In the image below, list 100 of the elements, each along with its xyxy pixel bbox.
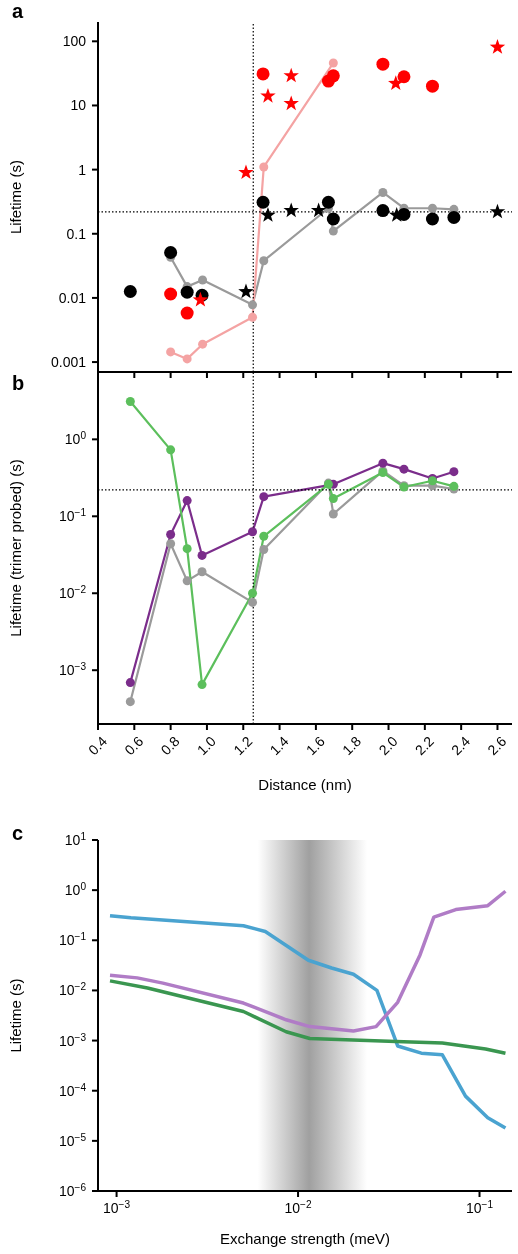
y-tick-label: 10$^{−3}$ <box>58 660 87 679</box>
point <box>238 283 254 299</box>
point <box>328 58 338 68</box>
y-tick-label: 10$^{0}$ <box>64 429 87 448</box>
y-axis-title: Lifetime (s) <box>7 159 25 235</box>
point <box>397 70 411 84</box>
y-tick-label: 0.1 <box>66 225 87 242</box>
chart-title: a <box>12 0 24 22</box>
point <box>182 496 192 506</box>
x-tick-label: 1.8 <box>339 733 365 759</box>
point <box>238 164 254 180</box>
point <box>164 287 178 301</box>
point <box>328 509 338 519</box>
point <box>125 697 135 707</box>
y-axis-title: Lifetime (s) <box>7 978 25 1053</box>
point <box>248 597 258 607</box>
x-tick-label: 10$^{−2}$ <box>284 1198 312 1216</box>
point <box>182 544 192 554</box>
point <box>260 207 276 222</box>
point <box>248 312 258 322</box>
point <box>180 306 194 320</box>
point <box>283 95 299 111</box>
y-tick-label: 10$^{−6}$ <box>58 1181 87 1199</box>
point <box>489 39 506 54</box>
point <box>125 678 135 688</box>
point <box>259 256 269 266</box>
y-tick-label: 10$^{0}$ <box>64 880 87 899</box>
point <box>447 210 461 224</box>
point <box>166 347 176 357</box>
y-tick-label: 10$^{1}$ <box>64 830 87 848</box>
y-tick-label: 0.001 <box>50 354 87 371</box>
point <box>180 285 194 299</box>
point <box>182 354 192 364</box>
point <box>182 576 192 586</box>
point <box>197 550 207 560</box>
x-tick-label: 2.2 <box>412 733 438 759</box>
point <box>248 527 258 537</box>
point <box>259 162 269 172</box>
point <box>399 464 409 474</box>
point <box>197 567 207 577</box>
point <box>259 531 269 541</box>
x-tick-label: 1.6 <box>303 733 329 759</box>
point <box>164 246 178 260</box>
point <box>328 494 338 504</box>
point <box>310 202 327 218</box>
point <box>123 284 137 298</box>
point <box>283 202 299 218</box>
point <box>166 445 176 455</box>
y-tick-label: 10$^{−2}$ <box>58 980 87 999</box>
y-axis-title: Lifetime (trimer probed) (s) <box>7 459 25 637</box>
point <box>256 67 270 81</box>
x-tick-label: 1.4 <box>266 733 293 759</box>
point <box>376 204 390 218</box>
point <box>166 539 176 549</box>
point <box>248 300 258 310</box>
x-tick-label: 0.6 <box>121 733 147 759</box>
point <box>321 195 335 209</box>
x-axis-title: Distance (nm) <box>258 776 352 793</box>
point <box>166 530 176 539</box>
point <box>259 545 269 555</box>
y-tick-label: 10$^{−1}$ <box>58 930 87 949</box>
point <box>198 339 208 349</box>
point <box>326 212 340 226</box>
y-tick-label: 10$^{−2}$ <box>58 583 87 602</box>
point <box>425 212 439 226</box>
y-tick-label: 1 <box>78 161 87 178</box>
x-tick-label: 2.0 <box>375 733 401 759</box>
x-axis-title: Exchange strength (meV) <box>219 1230 391 1247</box>
y-tick-label: 0.01 <box>58 289 87 306</box>
point <box>328 226 338 236</box>
y-tick-label: 10$^{−1}$ <box>58 506 87 525</box>
x-tick-label: 10$^{−3}$ <box>103 1198 131 1216</box>
y-tick-label: 10$^{−3}$ <box>58 1031 87 1049</box>
x-tick-label: 10$^{−1}$ <box>465 1198 494 1216</box>
point <box>427 203 437 213</box>
point <box>192 291 209 307</box>
point <box>248 588 258 598</box>
point <box>425 79 439 93</box>
point <box>125 397 135 407</box>
y-tick-label: 10$^{−4}$ <box>58 1081 87 1099</box>
x-tick-label: 1.0 <box>194 733 220 759</box>
x-tick-label: 2.6 <box>484 733 510 759</box>
y-tick-label: 100 <box>62 33 87 50</box>
point <box>259 492 269 502</box>
point <box>376 57 390 71</box>
point <box>260 87 276 103</box>
x-tick-label: 0.8 <box>157 733 184 759</box>
point <box>378 458 388 468</box>
point <box>197 680 207 690</box>
y-tick-label: 10$^{−5}$ <box>58 1131 87 1149</box>
x-tick-label: 0.4 <box>85 733 111 759</box>
chart-title: b <box>12 372 25 394</box>
point <box>198 275 208 285</box>
chart-title: c <box>12 822 24 844</box>
point <box>489 203 506 219</box>
point <box>326 69 340 83</box>
point <box>256 195 270 209</box>
point <box>449 467 459 477</box>
y-tick-label: 10 <box>70 97 87 114</box>
point <box>378 187 388 197</box>
